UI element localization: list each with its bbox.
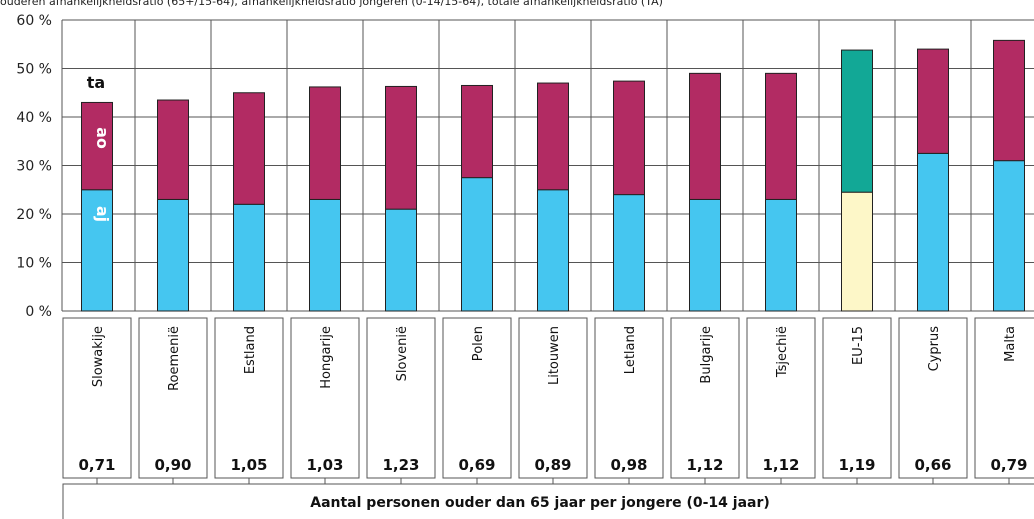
category-label: Polen bbox=[471, 326, 486, 361]
bar-segment-aj bbox=[385, 208, 417, 312]
ratio-value: 1,05 bbox=[230, 456, 267, 474]
category-label: Letland bbox=[623, 326, 638, 374]
ratio-footer: Aantal personen ouder dan 65 jaar per jo… bbox=[62, 483, 1034, 519]
category-box bbox=[822, 317, 892, 479]
category-label: Tsjechië bbox=[775, 326, 790, 378]
legend: ta ao aj bbox=[87, 73, 112, 222]
legend-label-ao: ao bbox=[93, 127, 112, 149]
chart-top-note: ouderen afhankelijkheidsratio (65+/15-64… bbox=[0, 0, 663, 8]
bar-segment-aj bbox=[993, 160, 1025, 312]
bar-segment-aj bbox=[537, 189, 569, 312]
bar-segment-ao bbox=[385, 85, 417, 210]
category-box bbox=[138, 317, 208, 479]
ratio-value: 0,79 bbox=[990, 456, 1027, 474]
category-box bbox=[62, 317, 132, 479]
legend-label-aj: aj bbox=[93, 206, 112, 222]
category-label: Estland bbox=[243, 326, 258, 374]
y-tick-label: 10 % bbox=[16, 256, 52, 272]
category-label: Litouwen bbox=[547, 326, 562, 385]
bar-segment-aj bbox=[81, 189, 113, 312]
bar-segment-ao bbox=[993, 39, 1025, 162]
bar-segment-aj bbox=[613, 194, 645, 312]
y-axis-ticks: 0 % 10 % 20 % 30 % 40 % 50 % 60 % bbox=[16, 13, 52, 320]
category-box bbox=[290, 317, 360, 479]
ratio-value: 1,12 bbox=[762, 456, 799, 474]
bar-segment-ao bbox=[841, 49, 873, 193]
category-box bbox=[366, 317, 436, 479]
category-label: Slowakije bbox=[91, 326, 106, 387]
category-table: Slowakije 0,71 Roemenië 0,90 Estland 1,05 Hong… bbox=[62, 317, 1034, 484]
bar-segment-ao bbox=[157, 99, 189, 200]
bar-segment-ao bbox=[81, 101, 113, 191]
category-box bbox=[974, 317, 1034, 479]
category-box bbox=[746, 317, 816, 479]
bar-segment-ao bbox=[461, 84, 493, 179]
ratio-value: 1,23 bbox=[382, 456, 419, 474]
bar-segment-ao bbox=[537, 82, 569, 191]
bar-segment-ao bbox=[689, 72, 721, 200]
bar-segment-aj bbox=[461, 177, 493, 312]
bar-segment-ao bbox=[917, 48, 949, 154]
category-box bbox=[594, 317, 664, 479]
category-label: EU-15 bbox=[851, 326, 866, 365]
ratio-value: 0,71 bbox=[78, 456, 115, 474]
ratio-footer-box bbox=[62, 483, 1034, 519]
category-box bbox=[442, 317, 512, 479]
y-tick-label: 20 % bbox=[16, 207, 52, 223]
y-tick-label: 60 % bbox=[16, 13, 52, 29]
ratio-value: 0,89 bbox=[534, 456, 571, 474]
bar-segment-ao bbox=[309, 86, 341, 200]
bar-segment-ao bbox=[765, 72, 797, 200]
ratio-footer-title: Aantal personen ouder dan 65 jaar per jo… bbox=[310, 495, 770, 511]
y-tick-label: 30 % bbox=[16, 159, 52, 175]
bar-segment-aj bbox=[309, 198, 341, 312]
y-tick-label: 40 % bbox=[16, 110, 52, 126]
bar-segment-ao bbox=[613, 80, 645, 196]
category-box bbox=[898, 317, 968, 479]
category-box bbox=[670, 317, 740, 479]
category-label: Bulgarije bbox=[699, 326, 714, 384]
ratio-value: 0,69 bbox=[458, 456, 495, 474]
ratio-value: 1,19 bbox=[838, 456, 875, 474]
bar-segment-aj bbox=[765, 198, 797, 312]
bar-segment-aj bbox=[689, 198, 721, 312]
category-label: Cyprus bbox=[927, 326, 942, 372]
y-tick-label: 50 % bbox=[16, 62, 52, 78]
bar-segment-aj bbox=[917, 152, 949, 312]
legend-label-ta: ta bbox=[87, 73, 105, 92]
ratio-value: 0,66 bbox=[914, 456, 951, 474]
category-label: Roemenië bbox=[167, 326, 182, 391]
ratio-value: 1,03 bbox=[306, 456, 343, 474]
bar-segment-ao bbox=[233, 92, 265, 205]
ratio-value: 0,90 bbox=[154, 456, 191, 474]
y-tick-label: 0 % bbox=[25, 304, 52, 320]
category-label: Slovenië bbox=[395, 326, 410, 381]
category-label: Hongarije bbox=[319, 326, 334, 389]
ratio-value: 0,98 bbox=[610, 456, 647, 474]
bar-segment-aj bbox=[157, 198, 189, 312]
category-box bbox=[214, 317, 284, 479]
bar-segment-aj bbox=[841, 191, 873, 312]
category-label: Malta bbox=[1003, 326, 1018, 362]
ratio-value: 1,12 bbox=[686, 456, 723, 474]
bar-segment-aj bbox=[233, 203, 265, 312]
bars bbox=[81, 39, 1025, 312]
